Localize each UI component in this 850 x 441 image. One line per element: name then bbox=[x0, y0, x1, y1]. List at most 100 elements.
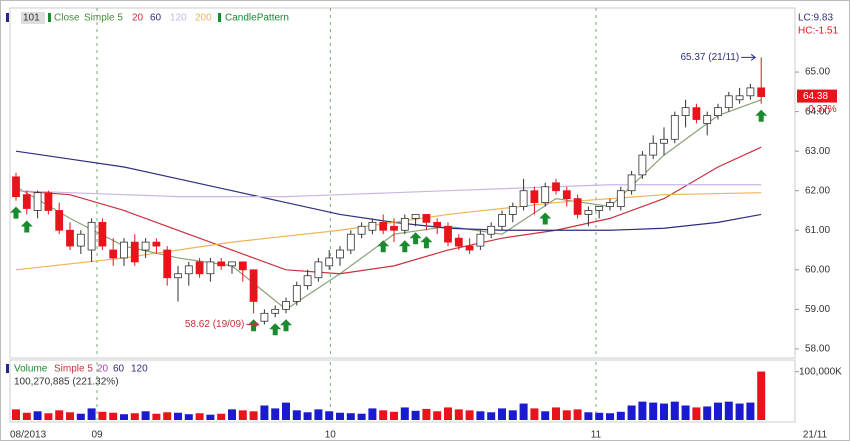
price-pane bbox=[9, 7, 796, 359]
ma-period: 200 bbox=[195, 13, 212, 24]
last-price-label: 64.38 bbox=[803, 91, 828, 102]
candle-body bbox=[433, 221, 442, 227]
volume-last: 100,270,885 (221.32%) bbox=[14, 377, 119, 388]
candle-body bbox=[314, 261, 323, 279]
candle-body bbox=[487, 225, 496, 235]
volume-bar bbox=[141, 411, 150, 420]
candle-body bbox=[12, 176, 20, 198]
candle-body bbox=[282, 301, 290, 310]
volume-bar bbox=[379, 410, 388, 420]
pattern-arrow bbox=[247, 319, 260, 332]
candle-body bbox=[184, 265, 193, 275]
pattern-arrow bbox=[280, 319, 292, 332]
volume-bar bbox=[465, 410, 474, 420]
candle-body bbox=[390, 225, 398, 231]
volume-bar bbox=[228, 409, 236, 420]
candle-body bbox=[584, 210, 593, 215]
volume-bar bbox=[519, 403, 528, 420]
candle-body bbox=[379, 221, 388, 231]
candle-body bbox=[228, 261, 236, 267]
low-annotation: 58.62 (19/09) bbox=[185, 319, 245, 330]
y-tick-label: 60.00 bbox=[805, 264, 830, 275]
annotation-arrow bbox=[246, 320, 260, 328]
candle-body bbox=[660, 138, 668, 144]
volume-bar bbox=[508, 410, 517, 420]
volume-bar bbox=[649, 402, 658, 420]
candle-body bbox=[22, 194, 31, 209]
candle-body bbox=[746, 87, 755, 97]
volume-bar bbox=[735, 403, 744, 420]
pattern-arrow bbox=[269, 323, 282, 336]
ma-line bbox=[15, 184, 762, 198]
pattern-arrow bbox=[377, 240, 390, 253]
volume-bar bbox=[433, 411, 442, 420]
candle-body bbox=[638, 154, 647, 176]
icon bbox=[6, 13, 9, 22]
volume-bar bbox=[303, 412, 312, 420]
volume-bar bbox=[22, 412, 31, 420]
volume-bar bbox=[606, 413, 614, 420]
candle-body bbox=[724, 95, 733, 109]
volume-bar bbox=[109, 412, 118, 420]
volume-bar bbox=[87, 408, 96, 420]
candle-body bbox=[552, 182, 560, 192]
y-tick-label: 65.00 bbox=[805, 67, 830, 78]
candle-body bbox=[562, 190, 571, 200]
volume-bar bbox=[292, 410, 301, 420]
candle-body bbox=[217, 261, 226, 267]
symbol: 101 bbox=[23, 13, 40, 24]
volume-bar bbox=[595, 412, 604, 420]
y-tick-label: 61.00 bbox=[805, 225, 830, 236]
candle-body bbox=[292, 285, 301, 302]
volume-bar bbox=[746, 402, 755, 420]
candle-body bbox=[249, 269, 258, 302]
volume-bar bbox=[249, 411, 258, 420]
volume-bar bbox=[444, 407, 452, 420]
ma-period: 20 bbox=[132, 13, 144, 24]
volume-bar bbox=[98, 411, 107, 420]
volume-bar bbox=[184, 414, 193, 420]
candle-body bbox=[141, 241, 150, 251]
volume-ma-period: 60 bbox=[113, 364, 125, 375]
candle-body bbox=[541, 186, 550, 203]
symbol-box bbox=[21, 12, 45, 24]
volume-bar bbox=[552, 407, 560, 420]
ma-period: 120 bbox=[170, 13, 187, 24]
volume-bar bbox=[660, 403, 668, 420]
candle-body bbox=[76, 233, 85, 247]
candle-body bbox=[44, 192, 53, 211]
pattern-arrow bbox=[10, 206, 22, 219]
pattern-arrow bbox=[398, 240, 411, 253]
volume-bar bbox=[325, 411, 334, 420]
candle-body bbox=[519, 190, 528, 207]
pattern-arrow bbox=[755, 109, 768, 122]
candle-body bbox=[627, 174, 636, 192]
candle-body bbox=[195, 261, 204, 275]
volume-ma-period: 120 bbox=[131, 364, 148, 375]
candle-body bbox=[87, 221, 96, 251]
volume-bar bbox=[724, 401, 733, 420]
candle-body bbox=[530, 190, 539, 203]
volume-bar bbox=[217, 413, 226, 420]
candle-body bbox=[670, 115, 679, 140]
volume-bar bbox=[66, 412, 74, 420]
volume-label: Volume bbox=[14, 364, 48, 375]
volume-bar bbox=[670, 401, 679, 420]
volume-bar bbox=[346, 413, 355, 420]
volume-bar bbox=[336, 412, 344, 420]
candle-body bbox=[649, 142, 658, 156]
candle-body bbox=[476, 233, 485, 247]
volume-bar bbox=[260, 405, 269, 420]
change-label: -0.37% bbox=[805, 104, 837, 115]
volume-bar bbox=[390, 411, 398, 420]
ma-period: 60 bbox=[150, 13, 162, 24]
candle-body bbox=[163, 249, 172, 279]
volume-bar bbox=[152, 413, 161, 420]
volume-bar bbox=[627, 405, 636, 420]
candle-body bbox=[152, 241, 161, 247]
annotation-arrow bbox=[741, 54, 757, 61]
candle-body bbox=[260, 312, 269, 322]
volume-bar bbox=[757, 371, 766, 420]
pattern-arrow bbox=[539, 212, 552, 225]
volume-bar bbox=[130, 413, 139, 420]
